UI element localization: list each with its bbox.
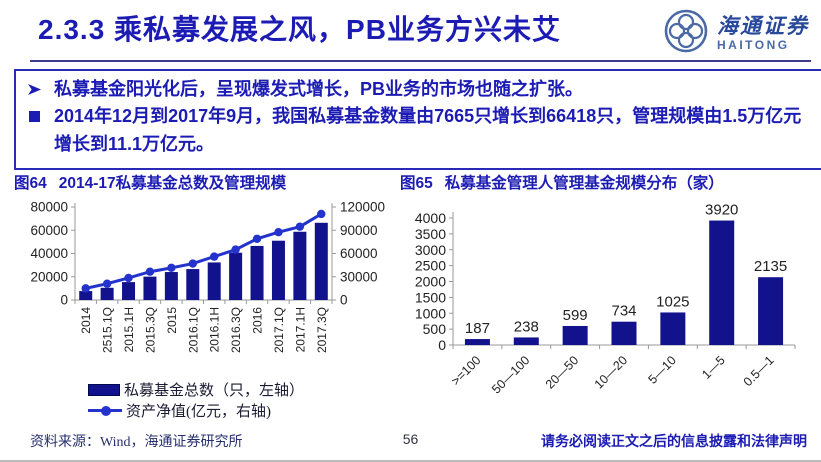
svg-text:0: 0: [438, 337, 446, 353]
svg-text:2017.1H: 2017.1H: [293, 307, 307, 352]
header-divider: [30, 60, 811, 62]
bullet-item: 私募基金阳光化后，呈现爆发式增长，PB业务的市场也随之扩张。: [28, 76, 815, 103]
svg-text:1025: 1025: [656, 293, 689, 310]
svg-text:2015.3Q: 2015.3Q: [143, 307, 157, 353]
bullet-text: 2014年12月到2017年9月，我国私募基金数量由7665只增长到66418只…: [54, 106, 802, 154]
svg-text:2017.3Q: 2017.3Q: [315, 307, 329, 353]
logo-en-text: HAITONG: [717, 38, 790, 52]
logo-cn-text: 海通证券: [717, 14, 809, 38]
svg-text:2016: 2016: [251, 307, 265, 334]
svg-text:>=100: >=100: [449, 353, 484, 388]
svg-text:2016.1Q: 2016.1Q: [186, 307, 200, 353]
svg-text:30000: 30000: [340, 269, 378, 284]
haitong-flower-emblem-icon: [663, 8, 709, 59]
svg-text:10—20: 10—20: [592, 353, 630, 391]
svg-text:60000: 60000: [340, 246, 378, 261]
fig64-caption: 2014-17私募基金总数及管理规模: [58, 175, 287, 192]
square-bullet-icon: [28, 103, 54, 130]
legend-item-bar-series: 私募基金总数（只，左轴）: [88, 379, 304, 400]
svg-text:2015: 2015: [165, 307, 179, 334]
svg-text:4000: 4000: [415, 210, 446, 226]
svg-text:0.5—1: 0.5—1: [741, 353, 777, 389]
svg-text:1—5: 1—5: [699, 353, 728, 382]
svg-text:90000: 90000: [340, 223, 378, 238]
svg-text:5—10: 5—10: [645, 353, 679, 387]
legend-item-line-series: 资产净值(亿元，右轴): [88, 400, 304, 421]
svg-text:60000: 60000: [30, 223, 68, 238]
svg-text:238: 238: [514, 318, 539, 335]
fig64-dual-axis-chart: 0 20000 40000 60000 80000 0 30000 60000 90000 120…: [30, 200, 385, 354]
fig64-legend: 私募基金总数（只，左轴） 资产净值(亿元，右轴): [88, 379, 304, 421]
svg-text:2016.1H: 2016.1H: [208, 307, 222, 352]
svg-text:500: 500: [423, 321, 447, 337]
source-note: 资料来源：Wind，海通证券研究所: [30, 435, 243, 450]
summary-callout-box: 私募基金阳光化后，呈现爆发式增长，PB业务的市场也随之扩张。 2014年12月到…: [14, 69, 821, 170]
svg-text:80000: 80000: [30, 200, 68, 215]
company-logo: 海通证券 HAITONG: [663, 8, 809, 59]
fig64-label: 图64: [14, 175, 47, 192]
bullet-text: 私募基金阳光化后，呈现爆发式增长，PB业务的市场也随之扩张。: [54, 79, 584, 99]
svg-text:2500: 2500: [415, 258, 446, 274]
svg-text:120000: 120000: [340, 200, 385, 215]
legend-label: 私募基金总数（只，左轴）: [124, 383, 305, 399]
bar-swatch-icon: [88, 383, 120, 396]
svg-text:2014: 2014: [79, 307, 93, 334]
svg-text:2000: 2000: [415, 274, 446, 290]
svg-text:1500: 1500: [415, 289, 446, 305]
line-swatch-icon: [88, 405, 122, 416]
page-number: 56: [402, 431, 419, 447]
svg-text:187: 187: [465, 320, 490, 337]
svg-text:40000: 40000: [30, 246, 68, 261]
svg-text:0: 0: [340, 293, 348, 308]
svg-text:3500: 3500: [415, 226, 446, 242]
fig65-label: 图65: [400, 175, 433, 192]
svg-text:734: 734: [611, 303, 636, 320]
svg-text:1000: 1000: [415, 305, 446, 321]
svg-text:2015.1H: 2015.1H: [122, 307, 136, 352]
page-title: 2.3.3 乘私募发展之风，PB业务方兴未艾: [38, 14, 561, 45]
svg-text:3000: 3000: [415, 242, 446, 258]
svg-text:20—50: 20—50: [543, 353, 581, 391]
svg-text:20000: 20000: [30, 269, 68, 284]
legend-label: 资产净值(亿元，右轴): [126, 404, 271, 420]
svg-text:50—100: 50—100: [489, 353, 532, 396]
svg-text:2135: 2135: [754, 258, 787, 275]
bullet-item: 2014年12月到2017年9月，我国私募基金数量由7665只增长到66418只…: [28, 103, 815, 158]
disclaimer-note: 请务必阅读正文之后的信息披露和法律声明: [541, 435, 807, 450]
svg-text:2515.1Q: 2515.1Q: [101, 307, 115, 353]
fig65-caption: 私募基金管理人管理基金规模分布（家）: [444, 175, 724, 192]
svg-text:599: 599: [563, 307, 588, 324]
fig65-title: 图65 私募基金管理人管理基金规模分布（家）: [400, 171, 724, 193]
arrow-right-bullet-icon: [28, 76, 54, 103]
svg-text:0: 0: [60, 293, 68, 308]
svg-text:3920: 3920: [705, 202, 738, 219]
fig64-title: 图64 2014-17私募基金总数及管理规模: [14, 171, 286, 193]
svg-text:2016.3Q: 2016.3Q: [229, 307, 243, 353]
svg-text:2017.1Q: 2017.1Q: [272, 307, 286, 353]
